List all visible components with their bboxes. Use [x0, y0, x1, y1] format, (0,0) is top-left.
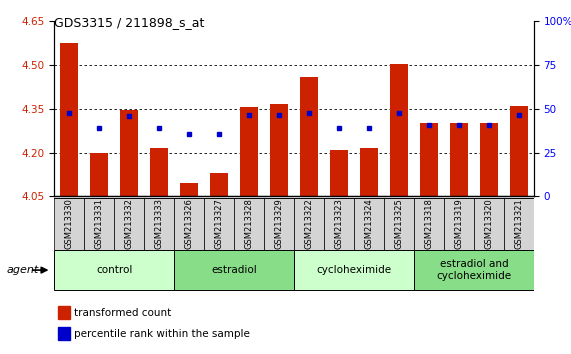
FancyBboxPatch shape [174, 198, 204, 250]
Text: GSM213328: GSM213328 [244, 199, 254, 249]
Bar [450, 124, 468, 196]
FancyBboxPatch shape [294, 198, 324, 250]
FancyBboxPatch shape [354, 198, 384, 250]
FancyBboxPatch shape [414, 198, 444, 250]
Text: GSM213322: GSM213322 [304, 199, 313, 249]
Bar [61, 43, 78, 196]
Text: estradiol: estradiol [211, 265, 257, 275]
Text: GSM213330: GSM213330 [65, 199, 74, 249]
FancyBboxPatch shape [234, 198, 264, 250]
Text: control: control [96, 265, 132, 275]
Text: GSM213320: GSM213320 [484, 199, 493, 249]
Text: GSM213327: GSM213327 [215, 199, 224, 249]
FancyBboxPatch shape [414, 250, 534, 290]
Text: GDS3315 / 211898_s_at: GDS3315 / 211898_s_at [54, 16, 204, 29]
Bar [58, 327, 70, 340]
Text: GSM213332: GSM213332 [124, 199, 134, 249]
Text: GSM213331: GSM213331 [95, 199, 104, 249]
Bar [420, 124, 438, 196]
Bar [90, 153, 108, 196]
Text: GSM213326: GSM213326 [184, 199, 194, 249]
Text: percentile rank within the sample: percentile rank within the sample [74, 329, 250, 338]
Text: GSM213329: GSM213329 [275, 199, 284, 249]
FancyBboxPatch shape [144, 198, 174, 250]
Text: cycloheximide: cycloheximide [316, 265, 392, 275]
Bar [330, 150, 348, 196]
Text: GSM213323: GSM213323 [335, 199, 344, 249]
FancyBboxPatch shape [324, 198, 354, 250]
Bar [58, 307, 70, 319]
Bar [270, 104, 288, 196]
FancyBboxPatch shape [114, 198, 144, 250]
Bar [240, 107, 258, 196]
FancyBboxPatch shape [264, 198, 294, 250]
FancyBboxPatch shape [85, 198, 114, 250]
FancyBboxPatch shape [54, 250, 174, 290]
Text: GSM213325: GSM213325 [395, 199, 404, 249]
Text: GSM213333: GSM213333 [155, 198, 164, 250]
Bar [150, 148, 168, 196]
Bar [210, 173, 228, 196]
Text: transformed count: transformed count [74, 308, 172, 318]
FancyBboxPatch shape [444, 198, 474, 250]
Bar [360, 148, 378, 196]
Text: GSM213318: GSM213318 [424, 199, 433, 249]
Text: GSM213319: GSM213319 [455, 199, 464, 249]
FancyBboxPatch shape [54, 198, 85, 250]
FancyBboxPatch shape [504, 198, 534, 250]
Text: estradiol and
cycloheximide: estradiol and cycloheximide [436, 259, 512, 281]
Bar [390, 64, 408, 196]
Bar [480, 124, 498, 196]
Bar [180, 183, 198, 196]
Text: GSM213321: GSM213321 [514, 199, 524, 249]
FancyBboxPatch shape [204, 198, 234, 250]
Bar [510, 106, 528, 196]
FancyBboxPatch shape [174, 250, 294, 290]
Text: GSM213324: GSM213324 [364, 199, 373, 249]
FancyBboxPatch shape [294, 250, 414, 290]
Bar [120, 110, 138, 196]
FancyBboxPatch shape [384, 198, 414, 250]
FancyBboxPatch shape [474, 198, 504, 250]
Text: agent: agent [7, 265, 39, 275]
Bar [300, 77, 318, 196]
